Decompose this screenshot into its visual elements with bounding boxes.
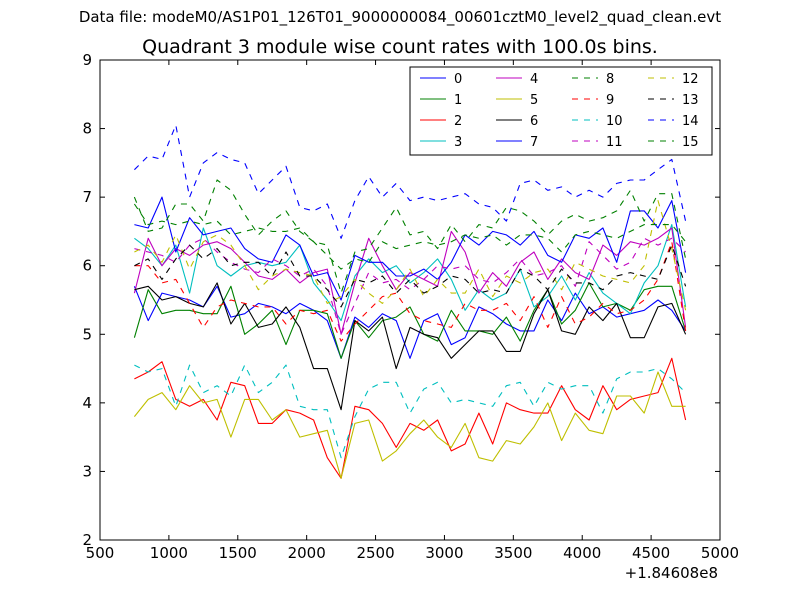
series-line-6 — [134, 282, 687, 411]
legend-label-6: 6 — [530, 114, 538, 129]
legend-label-3: 3 — [454, 135, 462, 150]
series-line-0 — [133, 285, 687, 359]
y-tick-label: 9 — [82, 51, 92, 69]
series-line-3 — [134, 224, 687, 322]
chart-title: Quadrant 3 module wise count rates with … — [142, 36, 658, 58]
legend-label-11: 11 — [606, 135, 623, 150]
legend-label-7: 7 — [530, 135, 538, 150]
x-tick-label: 4500 — [632, 544, 670, 562]
legend-label-1: 1 — [454, 93, 462, 108]
x-tick-label: 1500 — [219, 544, 257, 562]
y-tick-label: 3 — [82, 462, 92, 480]
series-line-2 — [134, 357, 687, 479]
y-tick-label: 2 — [82, 531, 92, 549]
series-line-9 — [134, 241, 687, 342]
series-line-10 — [134, 364, 686, 459]
legend-label-12: 12 — [682, 72, 699, 87]
series-line-12 — [134, 200, 687, 311]
x-tick-label: 3000 — [425, 544, 463, 562]
y-tick-label: 4 — [82, 394, 92, 412]
axis-labels: 500 1000 1500 2000 2500 3000 3500 4000 4500 5000 2… — [82, 51, 739, 562]
legend-box — [409, 66, 713, 156]
legend-label-13: 13 — [682, 93, 699, 108]
x-offset-label: +1.84608e8 — [625, 564, 718, 582]
x-tick-label: 2500 — [356, 544, 394, 562]
y-tick-label: 5 — [82, 325, 92, 343]
legend-label-4: 4 — [530, 72, 538, 87]
series-line-5 — [133, 371, 686, 479]
y-tick-label: 6 — [82, 257, 92, 275]
x-tick-label: 500 — [86, 544, 115, 562]
legend-label-14: 14 — [682, 114, 699, 129]
legend-label-2: 2 — [454, 114, 462, 129]
axis-ticks — [99, 59, 721, 541]
x-tick-label: 2000 — [288, 544, 326, 562]
x-tick-label: 4000 — [563, 544, 601, 562]
legend-label-15: 15 — [682, 135, 699, 150]
series-line-11 — [134, 237, 686, 335]
series-line-8 — [133, 179, 687, 294]
series-line-14 — [134, 124, 687, 239]
legend-label-8: 8 — [606, 72, 614, 87]
legend-label-0: 0 — [454, 72, 462, 87]
plot-lines — [133, 124, 687, 479]
legend-label-10: 10 — [606, 114, 623, 129]
series-line-7 — [134, 196, 687, 301]
x-tick-label: 5000 — [701, 544, 739, 562]
legend-label-9: 9 — [606, 93, 614, 108]
x-tick-label: 3500 — [494, 544, 532, 562]
series-line-1 — [133, 282, 687, 359]
series-line-15 — [133, 203, 687, 270]
x-tick-label: 1000 — [150, 544, 188, 562]
series-line-13 — [134, 244, 687, 308]
figure-suptitle: Data file: modeM0/AS1P01_126T01_90000000… — [78, 8, 722, 26]
series-line-4 — [133, 227, 687, 335]
legend-label-5: 5 — [530, 93, 538, 108]
y-tick-label: 7 — [82, 188, 92, 206]
plot-frame — [99, 59, 721, 541]
y-tick-label: 8 — [82, 120, 92, 138]
